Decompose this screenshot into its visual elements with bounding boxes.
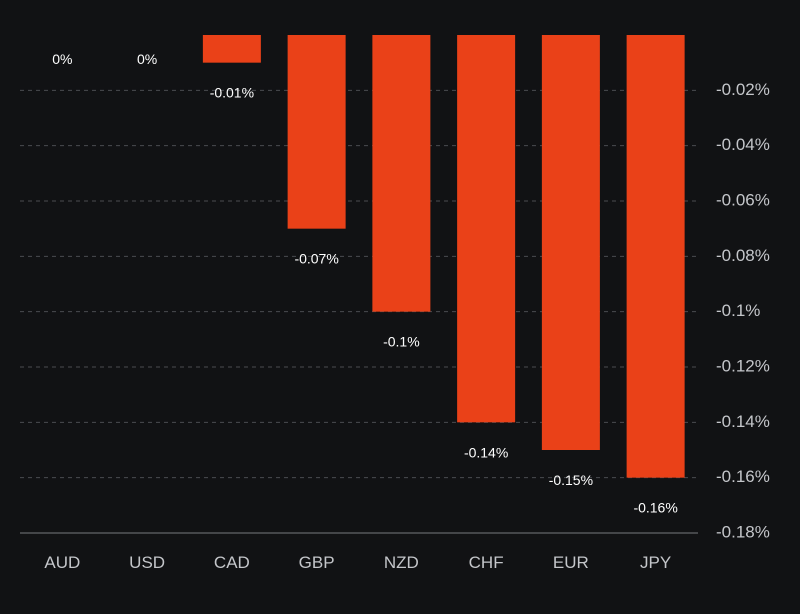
data-label: 0% [52, 51, 72, 67]
data-labels: 0% 0% -0.01% -0.07% -0.1% -0.14% -0.15% -0.16% [52, 51, 678, 516]
grid-lines [20, 89, 698, 479]
y-tick-label: -0.08% [716, 246, 770, 265]
y-tick-label: -0.1% [716, 301, 760, 320]
x-category-label: AUD [44, 553, 80, 572]
y-tick-label: -0.02% [716, 80, 770, 99]
bar [287, 35, 346, 229]
bar [202, 35, 261, 63]
y-tick-label: -0.14% [716, 412, 770, 431]
data-label: -0.1% [383, 334, 420, 350]
bars [202, 35, 685, 478]
y-tick-label: -0.04% [716, 135, 770, 154]
x-category-labels: AUD USD CAD GBP NZD CHF EUR JPY [44, 553, 671, 572]
y-tick-label: -0.06% [716, 190, 770, 209]
x-category-label: GBP [299, 553, 335, 572]
y-tick-label: -0.12% [716, 356, 770, 375]
y-tick-label: -0.16% [716, 467, 770, 486]
x-category-label: NZD [384, 553, 419, 572]
data-label: 0% [137, 51, 157, 67]
x-category-label: JPY [640, 553, 671, 572]
data-label: -0.01% [210, 85, 254, 101]
data-label: -0.15% [549, 472, 593, 488]
x-category-label: CAD [214, 553, 250, 572]
bar [457, 35, 516, 423]
y-tick-labels: -0.02% -0.04% -0.06% -0.08% -0.1% -0.12% -0.14… [716, 80, 770, 542]
bar [541, 35, 600, 450]
x-category-label: CHF [469, 553, 504, 572]
x-category-label: USD [129, 553, 165, 572]
bar [372, 35, 431, 312]
data-label: -0.16% [633, 500, 677, 516]
data-label: -0.07% [294, 251, 338, 267]
bar [626, 35, 685, 478]
x-category-label: EUR [553, 553, 589, 572]
y-tick-label: -0.18% [716, 522, 770, 541]
data-label: -0.14% [464, 444, 508, 460]
